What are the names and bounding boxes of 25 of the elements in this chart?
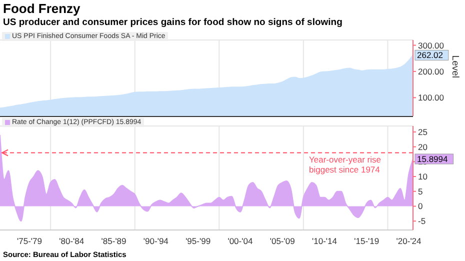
y-tick-label: 5 [418,186,423,196]
y-tick-label: 0 [418,201,423,212]
chart-subtitle: US producer and consumer prices gains for food show no signs of slowing [3,17,342,28]
y-tick-label: 100.00 [418,92,444,103]
x-tick-label: '00-'04 [228,236,253,246]
y-tick-label: 300.00 [418,40,444,50]
y-tick-label: 20 [418,142,428,152]
data-label: 15.8994 [417,154,448,164]
y-axis-title: Level [450,55,461,78]
chart-title: Food Frenzy [3,1,80,16]
x-tick-label: '05-'09 [270,236,296,246]
x-tick-label: '20-'24 [396,236,422,246]
x-tick-label: '15-'19 [354,236,380,246]
y-tick-label: 10 [418,172,428,182]
ref-line-label: Year-over-year rise biggest since 1974 [309,154,382,175]
y-tick-label: 25 [418,126,428,137]
x-tick-label: '95-'99 [186,236,211,246]
x-tick-label: '90-'94 [143,236,169,246]
x-tick-label: '80-'84 [59,236,84,246]
data-label: 262.02 [417,50,444,60]
x-tick-label: '85-'89 [101,236,127,246]
y-tick-label: -5 [418,216,426,226]
y-tick-label: 200.00 [418,66,444,76]
x-tick-label: '75-'79 [17,236,42,246]
x-tick-label: '10-'14 [312,236,338,246]
